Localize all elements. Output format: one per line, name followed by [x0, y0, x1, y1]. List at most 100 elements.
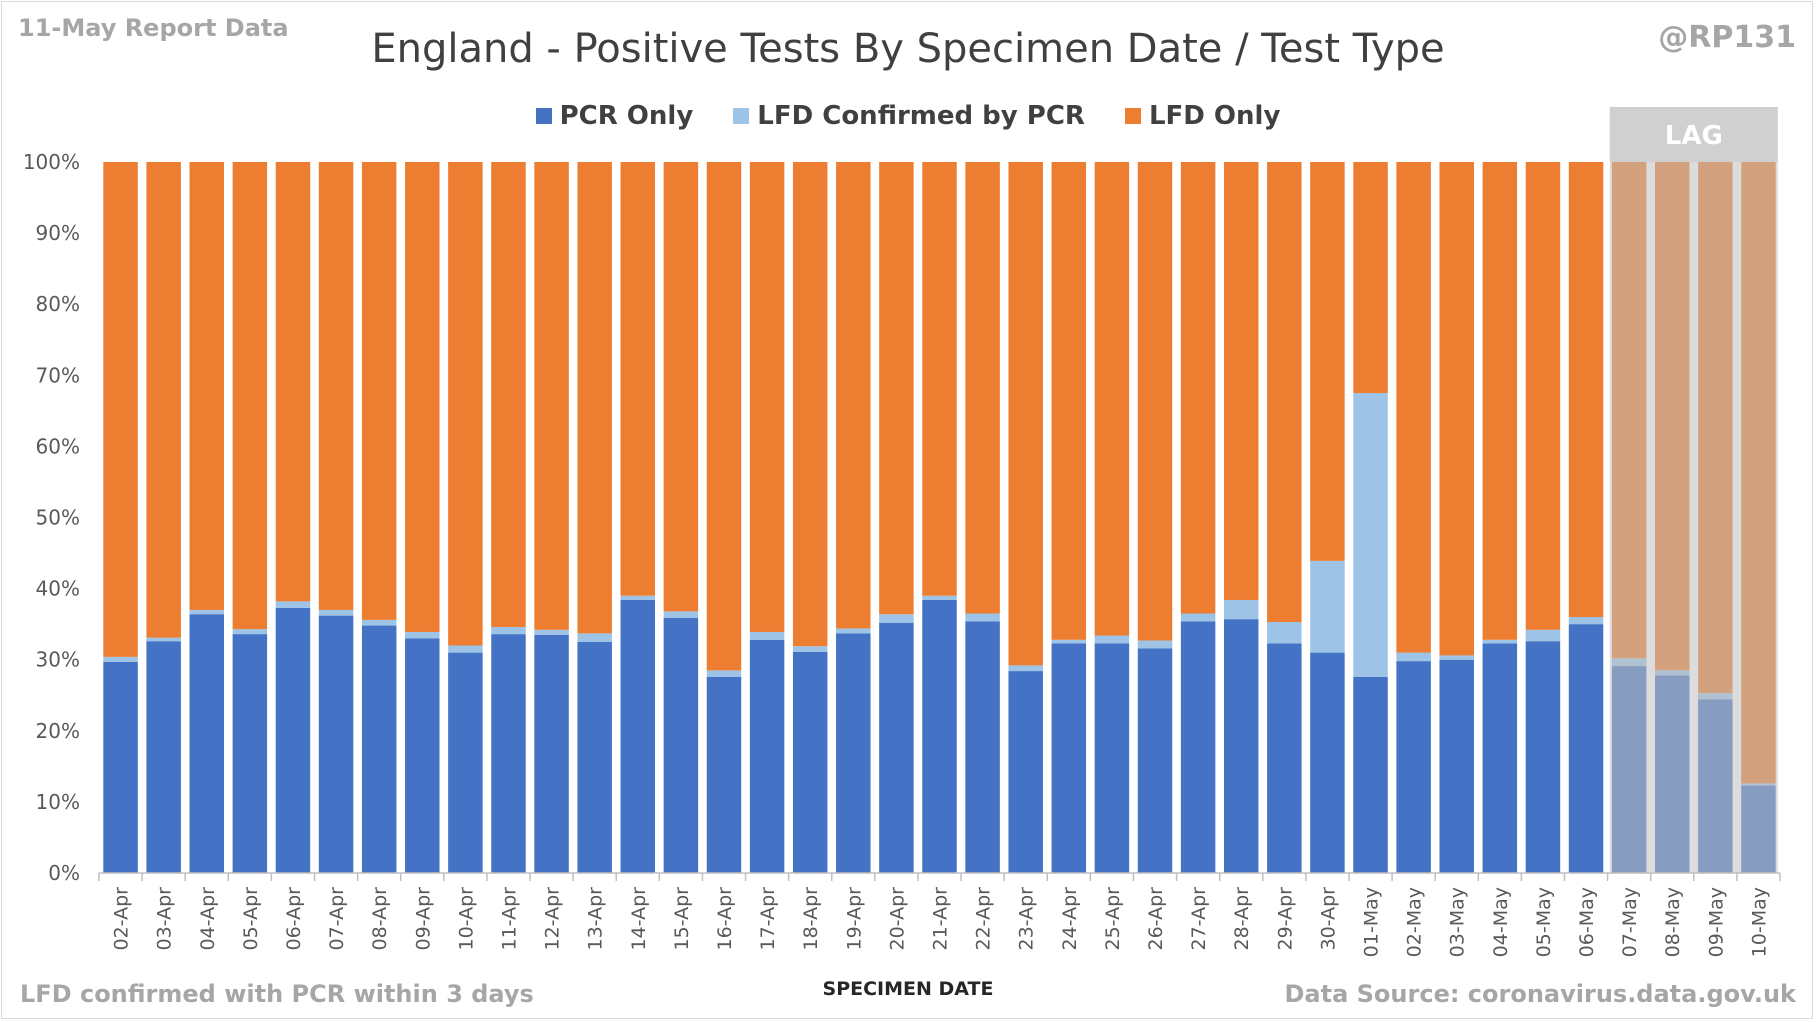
- x-tick-label: 10-Apr: [455, 887, 477, 951]
- x-tick-label: 19-Apr: [843, 887, 865, 951]
- x-tick-label: 03-May: [1447, 887, 1469, 957]
- chart-title: England - Positive Tests By Specimen Dat…: [371, 26, 1445, 72]
- legend-item-lfd-only: LFD Only: [1124, 101, 1281, 131]
- bar-segment-pcr-only: [879, 622, 914, 873]
- bar-segment-lfd-confirmed: [577, 633, 612, 642]
- bar-segment-lfd-confirmed: [1094, 635, 1130, 644]
- x-tick-label: 24-Apr: [1059, 887, 1081, 951]
- bar-segment-pcr-only: [1396, 661, 1431, 873]
- footnote: LFD confirmed with PCR within 3 days: [20, 980, 534, 1008]
- bar-segment-pcr-only: [275, 607, 311, 873]
- bar-segment-lfd-confirmed: [663, 611, 699, 618]
- x-tick-label: 08-May: [1662, 887, 1684, 957]
- bar-segment-pcr-only: [448, 652, 483, 873]
- x-axis-title: SPECIMEN DATE: [822, 978, 994, 1000]
- bar-segment-lfd-only: [1525, 162, 1561, 630]
- bar-segment-lfd-confirmed: [965, 613, 1000, 622]
- bar-segment-lfd-only: [1396, 162, 1431, 653]
- bar-segment-pcr-only: [1180, 621, 1216, 873]
- x-tick-label: 10-May: [1748, 887, 1770, 957]
- bar-segment-lfd-only: [1568, 162, 1604, 618]
- x-tick-label: 05-Apr: [240, 887, 262, 951]
- bar-segment-lfd-only: [792, 162, 828, 647]
- bar-segment-lfd-confirmed: [879, 614, 914, 623]
- x-tick-label: 07-May: [1619, 887, 1641, 957]
- x-tick-label: 26-Apr: [1145, 887, 1167, 951]
- x-tick-label: 09-Apr: [412, 887, 434, 951]
- legend-swatch-pcr-only: [535, 108, 552, 124]
- x-tick-label: 01-May: [1361, 887, 1383, 957]
- x-tick-label: 16-Apr: [714, 887, 736, 951]
- bar-segment-pcr-only: [1267, 643, 1302, 873]
- bar-segment-lfd-confirmed: [1310, 560, 1345, 653]
- bar-segment-lfd-only: [189, 162, 224, 610]
- bar-segment-pcr-only: [318, 615, 354, 873]
- legend-item-pcr-only: PCR Only: [535, 101, 694, 131]
- bar-segment-lfd-confirmed: [318, 609, 354, 616]
- x-tick-label: 04-May: [1490, 887, 1512, 957]
- x-tick-label: 20-Apr: [886, 887, 908, 951]
- bar-segment-lfd-only: [1439, 162, 1474, 656]
- bar-segment-pcr-only: [1353, 676, 1388, 873]
- bar-segment-pcr-only: [146, 641, 181, 873]
- bar-segment-lfd-confirmed: [1396, 652, 1431, 662]
- x-tick-label: 11-Apr: [498, 887, 520, 951]
- y-tick-label: 0%: [48, 861, 80, 885]
- bar-segment-pcr-only: [1525, 641, 1561, 873]
- x-tick-label: 03-Apr: [154, 887, 176, 951]
- bar-segment-lfd-only: [922, 162, 957, 596]
- legend-item-lfd-confirmed: LFD Confirmed by PCR: [733, 101, 1085, 131]
- bar-segment-lfd-only: [965, 162, 1000, 614]
- bar-segment-lfd-confirmed: [1008, 665, 1043, 672]
- y-tick-label: 10%: [36, 790, 80, 814]
- x-tick-label: 27-Apr: [1188, 887, 1210, 951]
- legend: PCR Only LFD Confirmed by PCR LFD Only: [0, 101, 1816, 131]
- bar-segment-lfd-only: [146, 162, 181, 638]
- bar-segment-lfd-confirmed: [749, 631, 785, 640]
- bar-segment-lfd-confirmed: [1051, 639, 1087, 644]
- legend-swatch-lfd-only: [1124, 108, 1141, 124]
- report-date-label: 11-May Report Data: [18, 14, 289, 42]
- legend-label-pcr-only: PCR Only: [559, 101, 694, 131]
- x-tick-label: 28-Apr: [1231, 887, 1253, 951]
- legend-label-lfd-only: LFD Only: [1148, 101, 1281, 131]
- bar-segment-lfd-confirmed: [275, 601, 311, 608]
- x-tick-label: 23-Apr: [1016, 887, 1038, 951]
- bar-segment-lfd-only: [1267, 162, 1302, 623]
- bar-segment-lfd-confirmed: [1568, 617, 1604, 625]
- bar-segment-pcr-only: [1223, 619, 1259, 873]
- x-tick-label: 08-Apr: [369, 887, 391, 951]
- author-handle: @RP131: [1658, 20, 1796, 55]
- legend-label-lfd-confirmed: LFD Confirmed by PCR: [757, 101, 1085, 131]
- lag-header: [1609, 107, 1778, 162]
- bar-segment-lfd-only: [1008, 162, 1043, 666]
- bar-segment-lfd-only: [361, 162, 397, 620]
- lag-overlay: [1609, 162, 1778, 873]
- bar-segment-lfd-confirmed: [448, 645, 483, 653]
- x-tick-label: 07-Apr: [326, 887, 348, 951]
- bar-segment-lfd-only: [275, 162, 311, 602]
- bar-segment-lfd-confirmed: [1353, 393, 1388, 677]
- x-tick-label: 21-Apr: [930, 887, 952, 951]
- x-tick-label: 22-Apr: [973, 887, 995, 951]
- bar-segment-lfd-confirmed: [706, 670, 742, 677]
- x-tick-label: 14-Apr: [628, 887, 650, 951]
- bar-segment-pcr-only: [189, 614, 224, 873]
- bar-segment-lfd-only: [577, 162, 612, 634]
- bar-segment-pcr-only: [491, 634, 526, 873]
- y-tick-label: 20%: [36, 719, 80, 743]
- bar-segment-lfd-only: [1094, 162, 1130, 636]
- x-tick-label: 30-Apr: [1317, 887, 1339, 951]
- bar-segment-lfd-only: [491, 162, 526, 627]
- bar-segment-lfd-only: [620, 162, 656, 596]
- bar-segment-pcr-only: [1568, 624, 1604, 873]
- bar-segment-lfd-confirmed: [1223, 599, 1259, 620]
- x-tick-label: 09-May: [1705, 887, 1727, 957]
- bar-segment-lfd-confirmed: [620, 595, 656, 600]
- bar-segment-pcr-only: [405, 638, 440, 873]
- x-tick-label: 18-Apr: [800, 887, 822, 951]
- bar-segment-lfd-only: [232, 162, 268, 630]
- bar-segment-lfd-only: [405, 162, 440, 632]
- bar-segment-pcr-only: [965, 621, 1000, 873]
